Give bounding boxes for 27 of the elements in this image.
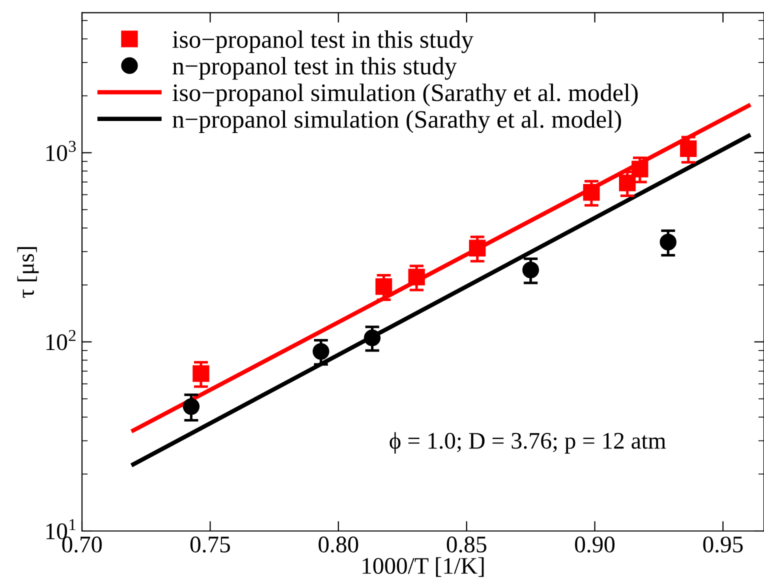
point (583, 184, 600, 201)
x-tick-label: 0.75 (190, 536, 230, 553)
point (619, 174, 636, 192)
point (469, 240, 486, 256)
y-axis-title: τ [μs] (17, 247, 39, 298)
x-tick-label: 0.95 (703, 536, 743, 553)
x-tick-label: 0.90 (575, 536, 615, 553)
point (660, 234, 676, 250)
point (364, 330, 381, 346)
point (680, 140, 697, 158)
x-tick-label: 0.80 (318, 536, 358, 553)
y-tick-label: 10$^{3}$ (46, 140, 76, 162)
x-axis-title: 1000/T [1/K] (362, 557, 484, 577)
annotation: ϕ = 1.0; D = 3.76; p = 12 atm (390, 432, 666, 454)
legend-label: n−propanol simulation (Sarathy et al. model) (172, 110, 622, 134)
point (312, 343, 330, 360)
legend-label: n−propanol test in this study (172, 56, 457, 80)
point (632, 160, 648, 178)
y-tick-label: 10$^{2}$ (46, 330, 76, 350)
point (375, 278, 392, 295)
x-tick-label: 0.85 (446, 536, 486, 553)
point (408, 268, 425, 286)
point (522, 262, 540, 278)
legend-label: iso−propanol simulation (Sarathy et al. model) (172, 84, 638, 106)
legend-label: iso−propanol test in this study (172, 30, 474, 54)
point (192, 365, 210, 382)
point (182, 398, 200, 415)
